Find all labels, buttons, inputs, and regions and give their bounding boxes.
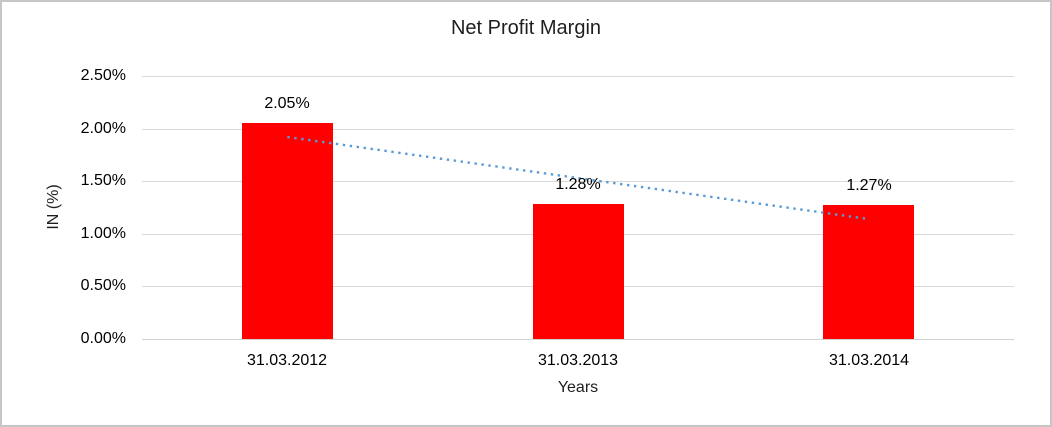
gridline: [142, 76, 1014, 77]
trendline: [287, 135, 869, 221]
bar: [823, 205, 914, 339]
y-tick-label: 1.50%: [80, 172, 126, 189]
data-label: 1.27%: [846, 177, 892, 194]
x-axis-title: Years: [557, 379, 599, 396]
data-label: 2.05%: [264, 95, 310, 112]
y-tick-label: 1.00%: [80, 225, 126, 242]
data-label: 1.28%: [555, 176, 601, 193]
gridline: [142, 181, 1014, 182]
y-tick-label: 2.50%: [80, 67, 126, 84]
y-axis-title: IN (%): [45, 184, 62, 230]
gridline: [142, 339, 1014, 340]
y-tick-label: 2.00%: [80, 120, 126, 137]
plot-area: 0.00% 0.50% 1.00% 1.50% 2.00% 2.50% 2.05% 1.28…: [81, 67, 1014, 369]
chart-title: Net Profit Margin: [450, 17, 602, 39]
x-tick-label: 31.03.2012: [246, 352, 328, 369]
bar: [533, 204, 624, 339]
x-tick-label: 31.03.2013: [537, 352, 619, 369]
x-tick-label: 31.03.2014: [828, 352, 910, 369]
y-tick-label: 0.50%: [80, 277, 126, 294]
gridline: [142, 129, 1014, 130]
y-tick-label: 0.00%: [80, 330, 126, 347]
bar: [242, 123, 333, 339]
